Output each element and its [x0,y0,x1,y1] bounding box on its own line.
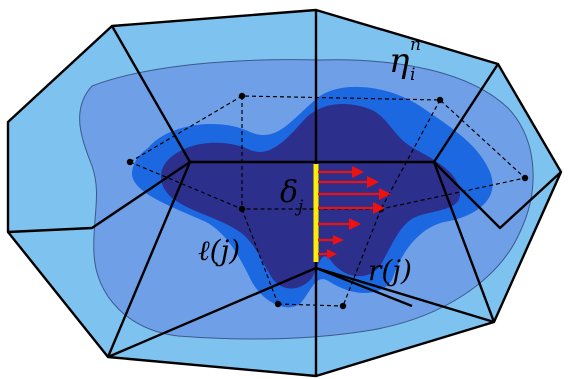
flux-arrow [318,166,364,178]
label-left-cell: ℓ(j) [198,234,240,267]
flux-arrows [318,166,391,259]
cell-center-dot [238,205,246,213]
label-eta-base: η [389,41,410,81]
label-right-cell: r(j) [368,254,412,287]
cell-center-dot [126,158,134,166]
primal-mesh [7,10,562,376]
cell-center-dot [238,92,246,100]
dual-mesh [129,95,526,307]
flux-arrow [318,188,391,200]
flux-arrow [318,249,337,259]
label-eta-subscript: i [410,65,415,85]
flux-arrow [318,176,379,188]
flux-arrow [318,202,385,214]
cell-center-dot [521,174,529,182]
flux-arrow [318,235,344,245]
cell-center-dot [339,302,347,310]
deep-region [160,104,461,289]
label-delta: δ j [280,175,304,217]
flux-arrow [318,218,361,230]
label-eta: η n i [389,35,421,85]
cell-center-dot [274,300,282,308]
label-eta-superscript: n [410,35,421,55]
label-delta-subscript: j [294,197,304,217]
cell-center-dot [436,96,444,104]
label-delta-base: δ [280,175,298,210]
